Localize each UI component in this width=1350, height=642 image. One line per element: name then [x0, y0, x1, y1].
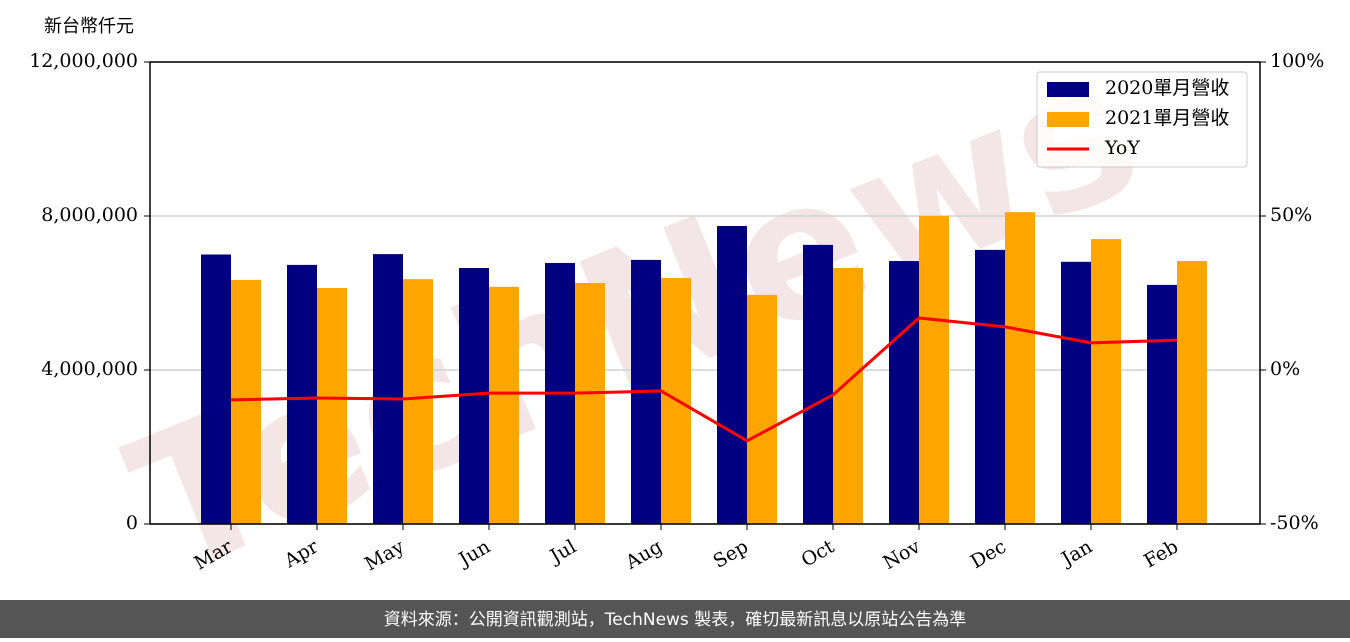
bar	[919, 216, 949, 524]
legend-label: 2021單月營收	[1105, 107, 1229, 129]
footer-band	[0, 600, 1350, 638]
bar	[575, 282, 605, 524]
y2-tick-label: 50%	[1270, 204, 1312, 226]
y-axis-label: 新台幣仟元	[44, 16, 134, 37]
source-note: 資料來源：公開資訊觀測站，TechNews 製表，確切最新訊息以原站公告為準	[384, 610, 966, 630]
x-tick-label: Jan	[1056, 536, 1096, 572]
bar	[201, 254, 231, 524]
y-tick-label: 12,000,000	[29, 50, 138, 72]
y2-tick-label: 100%	[1270, 50, 1324, 72]
x-tick-label: Nov	[879, 535, 924, 574]
y-tick-label: 4,000,000	[41, 358, 138, 380]
legend-swatch	[1047, 112, 1089, 127]
bar	[317, 287, 347, 524]
plot-frame	[149, 61, 1261, 525]
bar	[833, 267, 863, 524]
bar	[1061, 261, 1091, 524]
bar	[889, 261, 919, 524]
bar	[1147, 284, 1177, 524]
line	[230, 316, 1178, 443]
x-tick-label: Jun	[453, 536, 494, 572]
bar	[747, 294, 777, 524]
bar	[717, 226, 747, 524]
bar	[803, 244, 833, 524]
bar	[287, 264, 317, 524]
legend-label: 2020單月營收	[1105, 77, 1229, 99]
bar	[1091, 239, 1121, 524]
y2-tick-label: 0%	[1270, 358, 1300, 380]
x-tick-label: Jul	[545, 536, 580, 569]
legend-box	[1036, 71, 1248, 168]
bar	[975, 249, 1005, 524]
legend-label: YoY	[1104, 137, 1140, 159]
y-tick-label: 0	[126, 512, 138, 534]
bar	[231, 279, 261, 524]
bar	[403, 279, 433, 524]
x-tick-label: Sep	[709, 536, 752, 573]
bar	[373, 254, 403, 525]
x-tick-label: Feb	[1140, 536, 1182, 573]
y2-tick-label: -50%	[1270, 512, 1319, 534]
x-tick-label: Aug	[621, 536, 666, 575]
legend-swatch	[1047, 82, 1089, 97]
bar	[1005, 212, 1035, 524]
x-tick-label: Oct	[798, 535, 839, 571]
bar	[489, 286, 519, 524]
x-tick-label: Dec	[967, 536, 1010, 574]
y-tick-label: 8,000,000	[41, 204, 138, 226]
bar	[1177, 261, 1207, 524]
